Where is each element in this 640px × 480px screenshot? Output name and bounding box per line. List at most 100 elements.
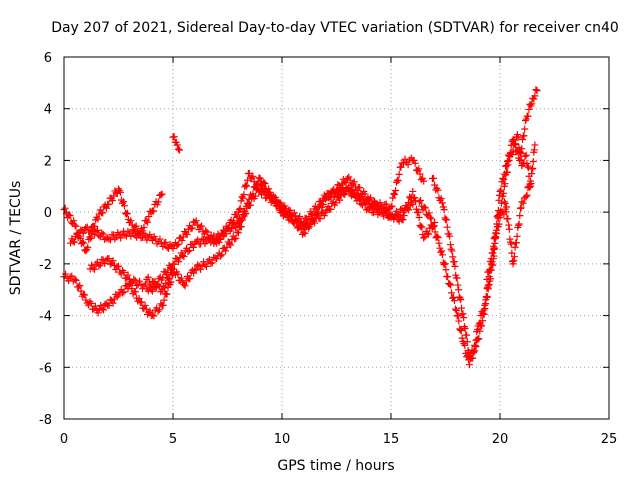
data-point	[91, 302, 99, 310]
data-point	[463, 338, 471, 346]
data-point	[390, 190, 398, 198]
data-point	[82, 247, 90, 255]
data-point	[519, 136, 527, 144]
series-track-9	[500, 177, 535, 268]
data-point	[169, 265, 177, 273]
data-point	[179, 233, 187, 241]
data-point	[292, 215, 300, 223]
data-point	[124, 271, 132, 279]
data-point	[500, 198, 508, 206]
data-point	[499, 175, 507, 183]
data-point	[523, 191, 531, 199]
data-point	[68, 272, 76, 280]
data-point	[504, 161, 512, 169]
data-point	[391, 212, 399, 220]
data-point	[131, 223, 139, 231]
data-point	[192, 217, 200, 225]
data-point	[500, 175, 508, 183]
data-point	[233, 228, 241, 236]
data-point	[519, 199, 527, 207]
data-point	[449, 253, 457, 261]
data-point	[218, 251, 226, 259]
data-point	[391, 191, 399, 199]
data-point	[411, 194, 419, 202]
data-point	[71, 221, 79, 229]
data-point	[503, 168, 511, 176]
data-point	[231, 235, 239, 243]
data-point	[127, 232, 135, 240]
data-point	[115, 262, 122, 270]
data-point	[441, 260, 449, 268]
data-point	[510, 257, 518, 265]
data-point	[115, 187, 123, 195]
data-point	[130, 275, 138, 283]
data-point	[531, 141, 539, 149]
data-point	[483, 293, 491, 301]
data-point	[70, 238, 78, 246]
data-point	[376, 201, 384, 209]
data-point	[505, 221, 513, 229]
data-point	[98, 229, 106, 237]
data-point	[222, 230, 230, 238]
data-point	[109, 299, 117, 307]
data-point	[421, 204, 429, 212]
data-point	[266, 188, 274, 196]
data-point	[350, 178, 358, 186]
data-point	[65, 211, 73, 219]
data-point	[120, 288, 128, 296]
data-point	[261, 180, 269, 188]
data-point	[72, 276, 80, 284]
data-point	[520, 132, 528, 140]
y-tick-label: 2	[44, 154, 52, 169]
data-point	[518, 198, 526, 206]
data-point	[478, 322, 486, 330]
data-point	[237, 223, 245, 231]
data-point	[198, 235, 206, 243]
data-point	[447, 245, 455, 253]
data-point	[437, 195, 445, 203]
data-point	[392, 210, 400, 218]
series-track-5	[143, 174, 439, 296]
data-point	[507, 240, 515, 248]
data-point	[149, 311, 157, 319]
data-point	[192, 266, 200, 274]
data-point	[446, 280, 454, 288]
data-point	[409, 200, 417, 208]
data-point	[241, 210, 249, 218]
data-point	[297, 219, 305, 227]
data-point	[186, 275, 194, 283]
data-point	[431, 228, 439, 236]
data-point	[514, 221, 522, 229]
data-point	[443, 223, 451, 231]
data-point	[75, 232, 83, 240]
data-point	[336, 196, 344, 204]
data-point	[293, 217, 301, 225]
data-point	[74, 234, 82, 242]
data-point	[198, 222, 206, 230]
data-point	[94, 215, 102, 223]
data-point	[420, 203, 428, 211]
data-point	[383, 207, 391, 215]
y-tick-label: -4	[39, 310, 52, 325]
data-point	[448, 247, 456, 255]
data-point	[146, 307, 154, 315]
tick-layer: 0 5 10 15 20 25 -8 -6 -4 -2 0 2 4 6	[39, 51, 617, 447]
data-point	[341, 191, 349, 198]
data-point	[145, 213, 153, 221]
data-point	[238, 216, 246, 224]
data-point	[447, 281, 455, 289]
data-point	[99, 209, 107, 217]
data-point	[105, 302, 113, 310]
data-point	[469, 354, 477, 362]
data-point	[161, 284, 169, 292]
data-point	[521, 125, 529, 133]
data-point	[79, 229, 87, 237]
data-point	[438, 247, 446, 255]
data-point	[531, 92, 539, 100]
data-point	[524, 162, 532, 170]
data-point	[440, 206, 448, 214]
data-point	[150, 207, 158, 215]
data-point	[122, 210, 130, 218]
data-point	[69, 237, 77, 245]
data-point	[484, 285, 492, 293]
